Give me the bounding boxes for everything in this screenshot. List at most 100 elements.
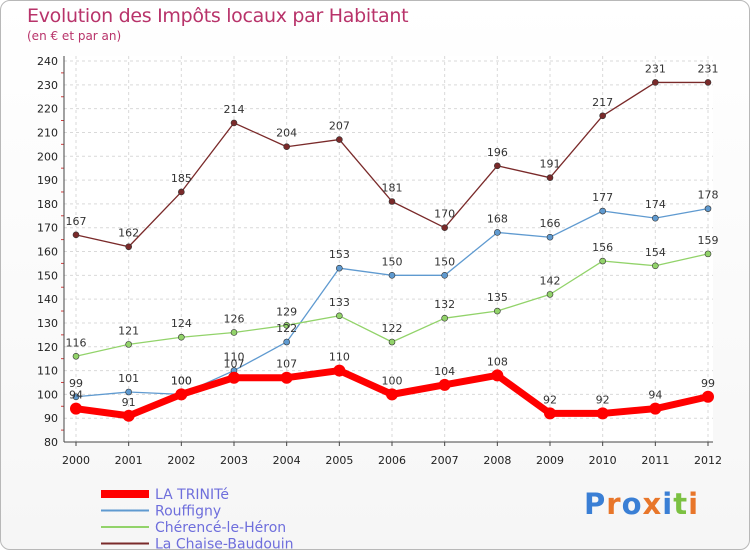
data-point: [652, 79, 659, 86]
y-tick-label: 190: [37, 174, 58, 187]
data-point: [494, 162, 501, 170]
data-label: 94: [648, 389, 662, 402]
data-point: [649, 402, 662, 415]
data-point: [230, 329, 238, 336]
data-label: 124: [171, 317, 192, 330]
logo-letter: P: [584, 487, 607, 521]
data-label: 156: [592, 241, 613, 254]
x-tick-label: 2008: [483, 454, 511, 467]
data-label: 92: [543, 393, 557, 406]
x-tick-label: 2000: [62, 454, 90, 467]
data-point: [336, 136, 343, 143]
data-point: [704, 250, 712, 258]
chart-title: Evolution des Impôts locaux par Habitant: [27, 5, 409, 27]
data-point: [70, 402, 82, 415]
data-point: [175, 388, 188, 401]
data-label: 142: [540, 274, 561, 287]
data-point: [72, 231, 80, 239]
data-label: 167: [66, 215, 87, 228]
plot-area: [64, 56, 713, 442]
data-label: 162: [118, 227, 139, 240]
y-axis: 80 90 100 110 120 130 140 150 160 170 180 190 200 210…: [37, 55, 65, 449]
data-point: [438, 378, 451, 391]
y-tick-label: 220: [37, 103, 58, 116]
data-point: [388, 198, 396, 205]
data-label: 107: [224, 358, 245, 371]
data-label: 204: [276, 127, 297, 140]
data-point: [596, 407, 609, 420]
legend-label: LA TRINITé: [155, 487, 229, 503]
y-tick-label: 180: [37, 198, 58, 211]
data-label: 185: [171, 172, 192, 185]
logo-letter: x: [642, 487, 663, 521]
data-label: 150: [382, 255, 403, 268]
proxiti-logo: Proxiti: [584, 487, 699, 521]
data-label: 101: [118, 372, 139, 385]
data-label: 100: [171, 374, 192, 387]
data-label: 129: [276, 305, 297, 318]
y-tick-label: 100: [37, 388, 58, 401]
x-tick-label: 2003: [220, 454, 248, 467]
legend-label: Chérencé-le-Héron: [155, 520, 286, 536]
data-label: 181: [382, 181, 403, 194]
data-label: 150: [434, 255, 455, 268]
x-tick-label: 2011: [641, 454, 669, 467]
data-point: [122, 409, 135, 422]
data-point: [72, 352, 80, 360]
data-label: 154: [645, 246, 666, 259]
data-point: [546, 233, 554, 241]
data-point: [494, 307, 501, 315]
data-label: 122: [276, 322, 297, 335]
x-tick-label: 2006: [378, 454, 406, 467]
logo-letter: i: [662, 487, 674, 521]
data-label: 108: [487, 355, 508, 368]
data-label: 104: [434, 365, 455, 378]
data-label: 116: [66, 336, 87, 349]
data-point: [125, 341, 132, 348]
data-point: [441, 272, 448, 279]
y-tick-label: 90: [44, 412, 58, 425]
data-point: [228, 371, 240, 384]
y-tick-label: 110: [37, 365, 58, 378]
chart-subtitle: (en € et par an): [27, 29, 122, 43]
data-label: 159: [698, 234, 719, 247]
y-tick-label: 140: [37, 293, 58, 306]
data-label: 177: [592, 191, 613, 204]
y-tick-label: 120: [37, 341, 58, 354]
data-label: 99: [701, 377, 715, 390]
data-label: 191: [540, 158, 561, 171]
data-label: 196: [487, 146, 508, 159]
data-label: 91: [122, 396, 136, 409]
data-point: [333, 364, 346, 377]
data-label: 174: [645, 198, 666, 211]
data-point: [280, 371, 293, 384]
data-point: [652, 262, 659, 270]
y-tick-label: 130: [37, 317, 58, 330]
data-label: 166: [540, 217, 561, 230]
data-point: [283, 338, 290, 346]
data-point: [494, 229, 501, 236]
data-point: [283, 322, 290, 329]
logo-letter: i: [688, 487, 700, 521]
series-lines: [70, 79, 714, 422]
y-tick-label: 160: [37, 246, 58, 259]
data-point: [441, 314, 448, 322]
data-point: [491, 369, 504, 382]
x-tick-label: 2005: [325, 454, 353, 467]
data-label: 110: [224, 351, 245, 364]
y-tick-label: 240: [37, 55, 58, 68]
data-label: 132: [434, 298, 455, 311]
data-label: 100: [382, 374, 403, 387]
x-tick-label: 2002: [167, 454, 195, 467]
x-tick-label: 2007: [431, 454, 459, 467]
data-label: 231: [645, 62, 666, 75]
data-point: [544, 407, 556, 420]
data-label: 126: [224, 312, 245, 325]
data-label: 110: [329, 351, 350, 364]
data-label: 217: [592, 96, 613, 109]
y-tick-label: 200: [37, 150, 58, 163]
x-tick-label: 2012: [694, 454, 722, 467]
data-point: [599, 112, 606, 120]
